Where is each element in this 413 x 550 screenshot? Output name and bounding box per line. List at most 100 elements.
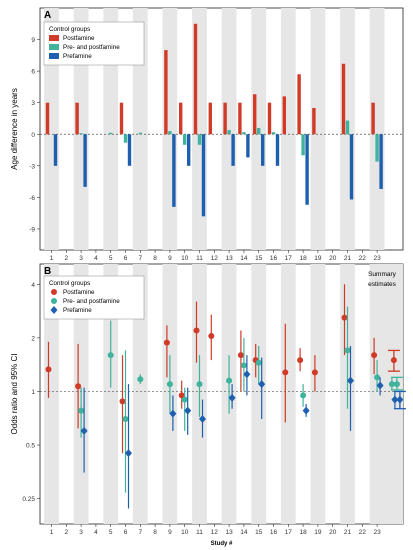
panel-b-xtick-label: 11 — [196, 529, 203, 536]
panel-a-ylabel: Age difference in years — [10, 88, 19, 170]
point-pre-post — [374, 374, 381, 381]
panel-b-band — [44, 264, 59, 524]
bar — [341, 63, 346, 135]
panel-a-band — [73, 8, 89, 250]
panel-b-legend: Control groups Postfamine Pre- and postfam… — [43, 275, 145, 320]
panel-b-ytick-label: 4 — [31, 282, 35, 289]
bar — [267, 102, 272, 135]
legend-swatch — [51, 298, 57, 304]
panel-a-ytick-label: 0 — [31, 132, 35, 139]
point-pre-post — [107, 352, 114, 359]
bar — [271, 132, 276, 135]
bar — [172, 134, 176, 207]
panel-a-xtick-label: 18 — [299, 255, 307, 262]
panel-a-xtick-label: 4 — [94, 255, 98, 262]
panel-b-xtick-label: 23 — [373, 529, 381, 536]
panel-a-frame — [39, 7, 404, 251]
point-prefamine — [376, 381, 384, 390]
bar — [201, 134, 206, 217]
bar — [345, 120, 350, 135]
legend-swatch — [49, 44, 59, 50]
panel-b-xtick-label: 20 — [329, 529, 337, 536]
panel-a-ytick-label: 3 — [31, 100, 35, 107]
panel-a-band — [221, 8, 237, 250]
point-postfamine — [178, 392, 185, 399]
panel-a-band — [103, 8, 119, 250]
point-pre-post — [78, 407, 85, 414]
bar — [349, 134, 354, 200]
legend-label: Prefamine — [63, 307, 92, 314]
legend-title: Control groups — [49, 26, 90, 33]
panel-b-xtick-label: 16 — [270, 529, 278, 536]
bar — [305, 134, 309, 205]
point-pre-post — [166, 381, 173, 388]
bar — [246, 134, 250, 158]
summary-point — [393, 381, 400, 388]
panel-a-band — [369, 8, 385, 250]
panel-b-summary-band — [383, 264, 403, 524]
legend-label: Pre- and postfamine — [63, 44, 120, 51]
panel-a-xtick-label: 20 — [329, 255, 337, 262]
point-pre-post — [240, 362, 247, 369]
bar — [223, 102, 227, 135]
panel-b-xtick-label: 6 — [124, 529, 128, 536]
bar — [123, 134, 128, 143]
bar — [379, 134, 383, 189]
bar — [83, 134, 87, 187]
panel-a-band — [280, 8, 296, 250]
panel-b-ytick-label: 0.5 — [26, 443, 35, 450]
bar — [45, 102, 50, 135]
legend-swatch — [51, 289, 57, 295]
summary-label-line1: Summary — [368, 271, 397, 278]
panel-a-xtick-label: 19 — [314, 255, 322, 262]
point-pre-post — [122, 416, 129, 423]
bar — [257, 127, 261, 135]
panel-b-xlabel: Study # — [211, 541, 233, 547]
panel-b-xtick-label: 4 — [94, 529, 98, 536]
point-postfamine — [208, 332, 215, 339]
legend-label: Prefamine — [63, 53, 92, 60]
panel-b-xtick-label: 12 — [211, 529, 219, 536]
bar — [238, 102, 242, 135]
legend-label: Postfamine — [63, 289, 95, 296]
panel-b-xtick-label: 17 — [285, 529, 293, 536]
panel-b-xtick-label: 7 — [138, 529, 142, 536]
bar — [282, 96, 286, 135]
point-pre-post — [181, 396, 188, 403]
bar — [253, 94, 257, 135]
summary-point — [396, 395, 404, 404]
panel-b-xtick-label: 3 — [79, 529, 83, 536]
panel-b-xtick-label: 15 — [255, 529, 263, 536]
bar — [53, 134, 58, 166]
point-prefamine — [125, 449, 132, 458]
bar — [168, 131, 172, 135]
panel-a-xtick-label: 5 — [109, 255, 113, 262]
panel-b-band — [103, 264, 119, 524]
panel-a-band — [44, 8, 59, 250]
panel-b-xtick-label: 14 — [240, 529, 248, 536]
panel-a-xtick-label: 14 — [240, 255, 248, 262]
panel-a-xtick-label: 11 — [196, 255, 203, 262]
bar — [127, 134, 132, 166]
point-postfamine — [163, 339, 170, 346]
panel-b-ylabel: Odds ratio and 95% CI — [10, 354, 19, 435]
panel-b-xtick-label: 8 — [153, 529, 157, 536]
panel-b-ytick-label: 2 — [31, 335, 35, 342]
point-pre-post — [300, 392, 307, 399]
point-prefamine — [169, 409, 177, 418]
point-prefamine — [184, 406, 192, 415]
panel-a-ytick-label: 6 — [31, 69, 35, 76]
bar — [375, 134, 379, 162]
panel-b-band — [310, 264, 326, 524]
panel-a-xtick-label: 17 — [285, 255, 293, 262]
legend-swatch — [50, 306, 58, 314]
panel-b-xtick-label: 13 — [225, 529, 233, 536]
legend-swatch — [49, 35, 59, 41]
panel-a-xtick-label: 12 — [211, 255, 219, 262]
panel-a-ytick-label: 9 — [31, 37, 35, 44]
panel-b-xtick-label: 18 — [299, 529, 307, 536]
